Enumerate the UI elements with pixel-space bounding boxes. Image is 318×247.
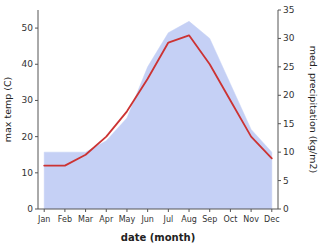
- x-axis-label: date (month): [121, 232, 195, 243]
- y2-tick-label: 20: [283, 90, 295, 100]
- y2-tick: [278, 66, 281, 67]
- y2-tick-label: 5: [283, 176, 289, 186]
- y2-tick: [278, 38, 281, 39]
- x-tick-label: Feb: [58, 215, 72, 224]
- precipitation-area: [44, 21, 272, 209]
- x-tick: [64, 209, 65, 212]
- x-tick-label: Aug: [181, 215, 197, 224]
- x-tick-label: Mar: [78, 215, 94, 224]
- y2-tick-label: 30: [283, 33, 295, 43]
- x-tick: [147, 209, 148, 212]
- x-tick-label: Jul: [163, 215, 174, 224]
- y2-tick-label: 15: [283, 119, 294, 129]
- y-tick-label: 0: [27, 204, 33, 214]
- y2-tick: [278, 95, 281, 96]
- y-tick: [35, 100, 38, 101]
- y2-tick: [278, 10, 281, 11]
- y-tick: [35, 28, 38, 29]
- x-tick-label: Apr: [99, 215, 114, 224]
- y2-axis-label: med. precipitation (kg/m2): [308, 46, 318, 173]
- y-axis-label: max temp (C): [2, 77, 13, 143]
- y2-tick: [278, 123, 281, 124]
- x-tick-label: Jun: [140, 215, 154, 224]
- x-tick-label: Dec: [264, 215, 279, 224]
- x-tick-label: May: [119, 215, 136, 224]
- y-tick: [35, 209, 38, 210]
- x-tick: [209, 209, 210, 212]
- x-tick: [126, 209, 127, 212]
- y-tick: [35, 64, 38, 65]
- y2-tick-label: 25: [283, 62, 294, 72]
- x-tick-label: Sep: [202, 215, 217, 224]
- y2-tick: [278, 209, 281, 210]
- x-tick: [106, 209, 107, 212]
- x-tick: [230, 209, 231, 212]
- x-tick: [189, 209, 190, 212]
- chart: 0 10 20 30 40 50 0 5 10 15 20 25 30 35 Jan Feb Mar Apr May…: [0, 0, 318, 247]
- x-axis-line: [38, 209, 278, 210]
- x-tick: [85, 209, 86, 212]
- y2-tick-label: 0: [283, 204, 289, 214]
- x-tick-label: Nov: [243, 215, 259, 224]
- x-tick-label: Oct: [223, 215, 237, 224]
- y-tick: [35, 172, 38, 173]
- y-tick: [35, 136, 38, 137]
- y2-tick: [278, 180, 281, 181]
- plot-area: [44, 21, 272, 209]
- x-tick-label: Jan: [37, 215, 50, 224]
- y-tick-label: 30: [22, 95, 34, 105]
- temperature-line: [44, 35, 272, 165]
- x-tick: [251, 209, 252, 212]
- y-tick-label: 40: [22, 59, 34, 69]
- background: [0, 0, 318, 247]
- left-axis-line: [38, 10, 39, 209]
- y-tick-label: 10: [22, 168, 34, 178]
- x-tick: [271, 209, 272, 212]
- right-axis-line: [278, 10, 279, 209]
- y-tick-label: 20: [22, 132, 34, 142]
- y-tick-label: 50: [22, 23, 34, 33]
- y2-tick-label: 35: [283, 5, 294, 15]
- x-tick: [168, 209, 169, 212]
- y2-tick-label: 10: [283, 147, 295, 157]
- x-tick: [44, 209, 45, 212]
- y2-tick: [278, 152, 281, 153]
